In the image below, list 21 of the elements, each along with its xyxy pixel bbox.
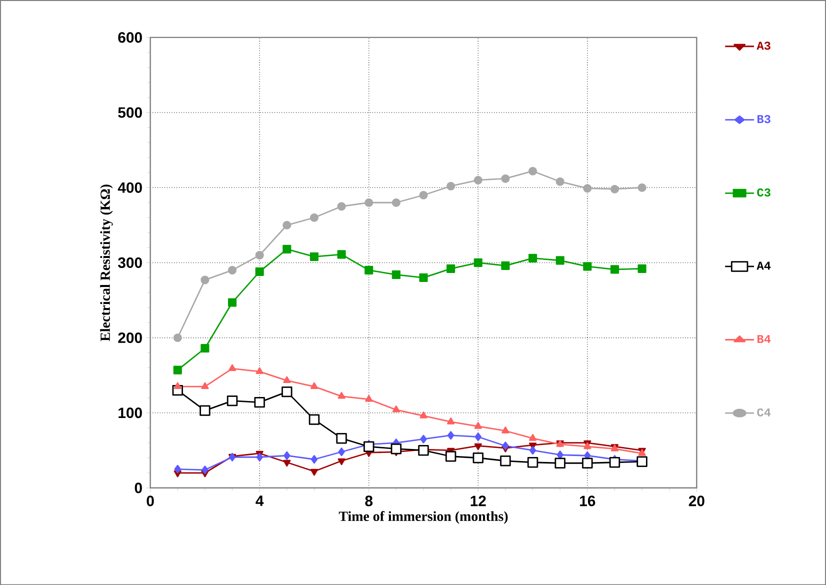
y-tick-label: 600	[118, 32, 142, 43]
y-tick-label: 100	[118, 407, 142, 418]
x-tick-label: 20	[688, 496, 704, 506]
y-tick-label: 400	[118, 182, 142, 193]
x-tick-label: 8	[365, 496, 373, 506]
y-tick-label: 300	[118, 257, 142, 268]
legend-label: C3	[757, 188, 770, 196]
x-axis-title: Time of immersion (months)	[338, 510, 508, 524]
legend-label: A3	[756, 42, 770, 50]
y-tick-label: 0	[134, 482, 142, 494]
y-tick-label: 200	[118, 332, 142, 343]
x-tick-label: 16	[580, 496, 596, 506]
legend-label: B4	[757, 334, 771, 343]
x-tick-label: 0	[146, 496, 154, 506]
x-tick-label: 12	[470, 496, 486, 506]
y-axis-title: Electrical Resistivity (KΩ)	[100, 184, 113, 341]
legend-label: B3	[757, 114, 770, 124]
x-tick-label: 4	[256, 496, 264, 506]
legend-label: C4	[757, 408, 771, 416]
legend-label: A4	[756, 262, 771, 270]
y-tick-label: 500	[118, 107, 142, 118]
